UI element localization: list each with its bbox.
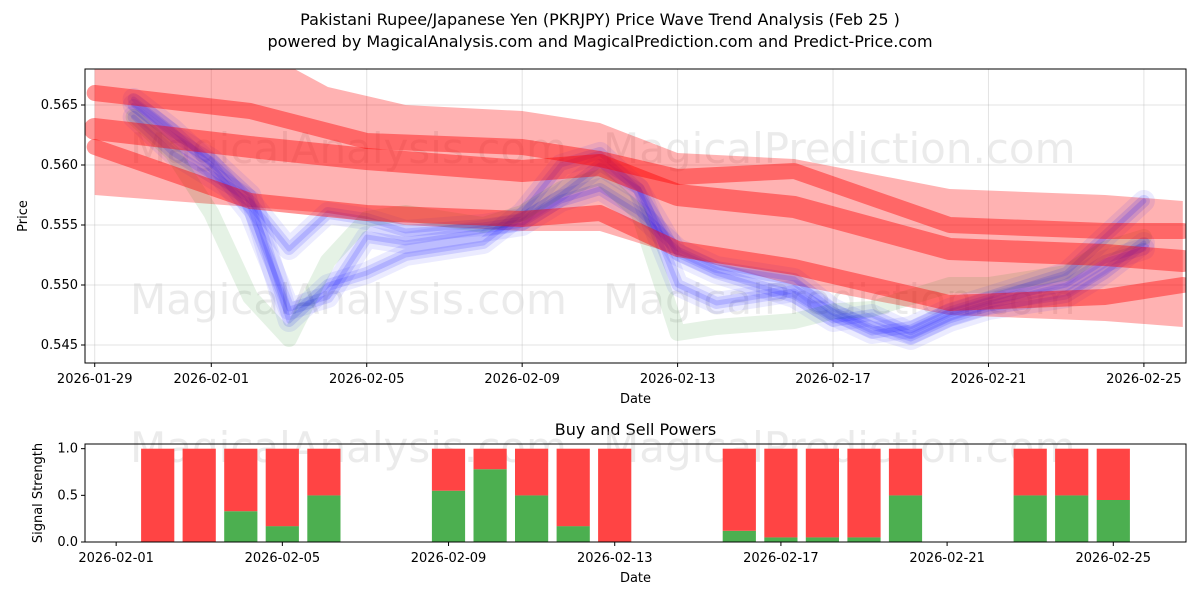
y-tick-label: 0.545: [41, 338, 78, 353]
buy-bar: [431, 490, 466, 542]
buy-bar: [1096, 500, 1130, 542]
buy-bar: [224, 511, 258, 542]
trend-outer-band: [94, 69, 1183, 327]
buy-bar: [847, 537, 881, 542]
x-tick-label: 2026-02-13: [640, 372, 716, 387]
sell-bar: [805, 448, 839, 538]
powers-y-axis-label: Signal Strength: [31, 443, 46, 543]
x-tick-label: 2026-02-01: [174, 372, 250, 387]
price-wave-3: [122, 94, 1155, 344]
sell-bar: [1013, 448, 1047, 496]
price-wave-3: [131, 102, 1147, 336]
chart-subtitle: powered by MagicalAnalysis.com and Magic…: [267, 32, 933, 51]
watermark-text: MagicalAnalysis.com: [130, 275, 567, 324]
x-tick-label: 2026-02-25: [1076, 551, 1152, 566]
buy-bar: [1013, 495, 1047, 542]
price-plot-area: [85, 69, 1186, 350]
sell-bar: [224, 448, 258, 512]
buy-bar: [805, 537, 839, 542]
price-wave-1: [127, 93, 1150, 345]
x-tick-label: 2026-02-09: [484, 372, 560, 387]
chart-title: Pakistani Rupee/Japanese Yen (PKRJPY) Pr…: [300, 10, 900, 29]
buy-bar: [764, 537, 798, 542]
buy-bar: [307, 495, 341, 542]
x-tick-label: 2026-02-05: [245, 551, 321, 566]
price-wave-1: [131, 96, 1147, 342]
sell-bar: [1096, 448, 1130, 500]
price-y-ticks: 0.545 0.550 0.555 0.560 0.565: [41, 98, 85, 353]
sell-bar: [1055, 448, 1089, 496]
price-wave-3: [127, 99, 1150, 339]
watermark-text: MagicalPrediction.com: [603, 423, 1076, 472]
trend-lower: [86, 139, 1186, 311]
x-tick-label: 2026-02-13: [577, 551, 653, 566]
price-x-ticks: 2026-01-29 2026-02-01 2026-02-05 2026-02-09…: [57, 363, 1182, 387]
sell-bar: [265, 448, 299, 527]
x-tick-label: 2026-01-29: [57, 372, 133, 387]
buy-bar: [722, 530, 756, 542]
x-tick-label: 2026-02-21: [909, 551, 985, 566]
x-tick-label: 2026-02-25: [1106, 372, 1182, 387]
sell-bar: [722, 448, 756, 531]
y-tick-label: 1.0: [57, 442, 78, 457]
price-axes-frame: [84, 68, 1187, 364]
price-y-axis-label: Price: [16, 200, 31, 232]
powers-title: Buy and Sell Powers: [555, 420, 717, 439]
x-tick-label: 2026-02-17: [743, 551, 819, 566]
price-grid: [85, 69, 1186, 363]
sell-bar: [307, 448, 341, 496]
y-tick-label: 0.550: [41, 278, 78, 293]
sell-bar: [431, 448, 466, 491]
buy-bar: [888, 495, 923, 542]
sell-bar: [141, 448, 175, 542]
sell-bar: [764, 448, 798, 538]
y-tick-label: 0.565: [41, 98, 78, 113]
sell-bar: [598, 448, 632, 542]
price-wave-4: [125, 109, 1152, 347]
buy-bar: [265, 526, 299, 542]
x-tick-label: 2026-02-05: [329, 372, 405, 387]
y-tick-label: 0.560: [41, 158, 78, 173]
sell-bar: [888, 448, 923, 496]
powers-y-ticks: 0.0 0.5 1.0: [57, 442, 85, 550]
watermark-text: MagicalPrediction.com: [603, 275, 1076, 324]
x-tick-label: 2026-02-17: [795, 372, 871, 387]
trend-upper: [86, 85, 1186, 239]
price-x-axis-label: Date: [620, 392, 651, 407]
price-wave-2: [131, 114, 1147, 336]
powers-bars: [141, 448, 1130, 542]
x-tick-label: 2026-02-01: [78, 551, 154, 566]
buy-bar: [473, 469, 507, 542]
buy-bar: [515, 495, 549, 542]
powers-x-axis-label: Date: [620, 571, 651, 586]
buy-bar: [1055, 495, 1089, 542]
buy-bar: [556, 526, 590, 542]
sell-bar: [473, 448, 507, 470]
watermark-text: MagicalPrediction.com: [603, 124, 1076, 173]
price-wave-2: [122, 106, 1155, 344]
sell-bar: [182, 448, 216, 542]
sell-bar: [556, 448, 590, 527]
price-wave-1: [122, 88, 1155, 350]
powers-x-ticks: 2026-02-01 2026-02-05 2026-02-09 2026-02-13…: [78, 542, 1151, 566]
trend-center: [85, 118, 1186, 272]
powers-axes-frame: [84, 443, 1187, 543]
y-tick-label: 0.5: [57, 488, 78, 503]
watermark-text: MagicalAnalysis.com: [130, 124, 567, 173]
sell-bar: [515, 448, 549, 496]
sell-bar: [847, 448, 881, 538]
x-tick-label: 2026-02-21: [951, 372, 1027, 387]
y-tick-label: 0.0: [57, 535, 78, 550]
price-wave-2: [127, 111, 1150, 339]
x-tick-label: 2026-02-09: [411, 551, 487, 566]
watermark-group: MagicalAnalysis.com MagicalPrediction.com…: [130, 124, 1076, 324]
y-tick-label: 0.555: [41, 218, 78, 233]
